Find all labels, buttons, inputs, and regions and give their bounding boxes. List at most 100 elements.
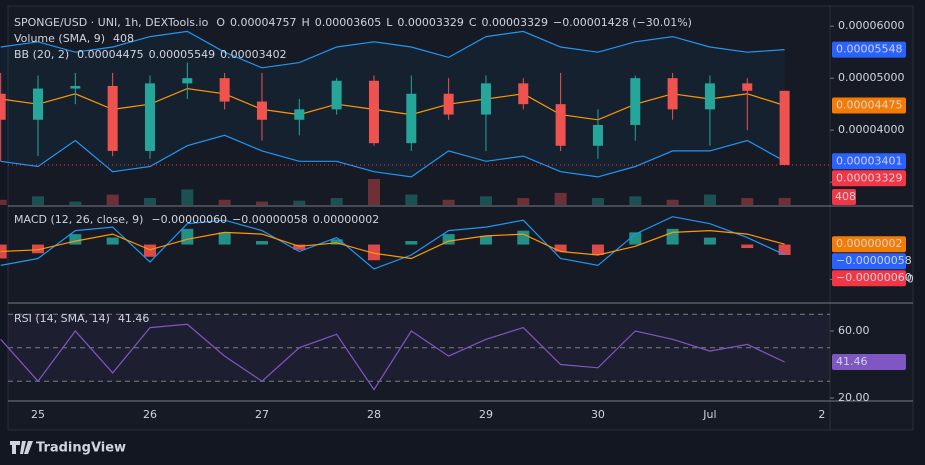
candle-body <box>742 83 753 91</box>
legend-text: −0.00000058 <box>232 213 308 226</box>
price-badge-label: 0.00003401 <box>836 154 902 167</box>
histogram-bar <box>367 244 380 261</box>
y-tick-label: 0.00005000 <box>838 71 904 84</box>
price-badge-label: 0.00000002 <box>836 237 902 250</box>
y-tick-label: 60.00 <box>838 324 870 337</box>
volume-bar <box>181 189 194 205</box>
candle-body <box>704 83 715 110</box>
histogram-bar <box>703 237 716 245</box>
legend-text: L <box>386 16 393 29</box>
bb-line <box>0 30 785 69</box>
histogram-bar <box>69 234 82 245</box>
legend-text: 0.00000002 <box>313 213 379 226</box>
legend-text: 41.46 <box>118 312 150 325</box>
legend-text: O <box>216 16 225 29</box>
candle-body <box>144 83 155 151</box>
volume-bar <box>591 198 604 205</box>
volume-bar <box>517 198 530 205</box>
histogram-bar <box>741 244 754 249</box>
legend-text: 0.00005549 <box>149 48 215 61</box>
histogram-bar <box>629 232 642 245</box>
price-badge <box>832 236 906 253</box>
volume-bar <box>0 199 7 205</box>
candle-body <box>555 104 566 146</box>
candle-body <box>219 78 230 102</box>
histogram-bar <box>517 230 530 245</box>
tradingview-logo <box>10 441 33 454</box>
candle-body <box>406 93 417 144</box>
histogram-bar <box>143 244 156 257</box>
price-badge-label: 41.46 <box>836 355 868 368</box>
rsi-line <box>0 323 785 391</box>
candle-body <box>331 80 342 110</box>
bb-line <box>0 134 785 178</box>
chart-frame <box>7 5 914 431</box>
candle-body <box>480 83 491 115</box>
x-tick-label: Jul <box>702 408 716 421</box>
histogram-bar <box>591 244 604 255</box>
legend-text: 0.00003605 <box>315 16 381 29</box>
volume-bar <box>330 198 343 205</box>
legend-text: 0.00003402 <box>220 48 286 61</box>
volume-bar <box>778 197 791 205</box>
price-badge-label: 0.00003329 <box>836 171 902 184</box>
volume-bar <box>143 198 156 205</box>
histogram-bar <box>255 241 268 245</box>
legend-text: Volume (SMA, 9) <box>14 32 105 45</box>
candle-body <box>592 124 603 146</box>
candle-body <box>368 80 379 144</box>
candle-body <box>107 85 118 151</box>
volume-bar <box>367 179 380 205</box>
legend-text: 0.00004475 <box>77 48 143 61</box>
legend-text: −0.00001428 (−30.01%) <box>553 16 692 29</box>
candle-body <box>518 83 529 105</box>
price-badge <box>832 170 906 187</box>
candle-body <box>779 90 790 166</box>
legend-text: 0.00004757 <box>230 16 296 29</box>
histogram-bar <box>554 244 567 252</box>
y-tick-label: 20.00 <box>838 391 870 404</box>
price-badge <box>832 153 906 170</box>
legend-text: 0.00003329 <box>482 16 548 29</box>
x-tick-label: 25 <box>31 408 45 421</box>
volume-bar <box>741 198 754 205</box>
volume-bar <box>442 199 455 205</box>
volume-bar <box>255 201 268 205</box>
histogram-bar <box>442 234 455 245</box>
x-tick-label: 29 <box>479 408 493 421</box>
brand-name: TradingView <box>36 441 126 456</box>
volume-badge-label: 408 <box>835 190 856 203</box>
volume-bar <box>293 200 306 205</box>
volume-bar <box>629 196 642 205</box>
macd-line <box>0 216 785 270</box>
candle-body <box>630 78 641 125</box>
histogram-bar <box>181 228 194 245</box>
x-tick-label: 28 <box>367 408 381 421</box>
legend-text: 0.00003329 <box>397 16 463 29</box>
candle-body <box>443 93 454 115</box>
candle-body <box>256 101 267 120</box>
price-badge-label: 0.00005548 <box>836 43 902 56</box>
signal-line <box>0 229 785 260</box>
legend-text: SPONGE/USD · UNI, 1h, DEXTools.io <box>14 16 209 29</box>
volume-bar <box>106 194 119 205</box>
legend-text: BB (20, 2) <box>14 48 69 61</box>
histogram-bar <box>32 244 44 254</box>
histogram-bar <box>330 239 343 245</box>
x-tick-label: 30 <box>591 408 605 421</box>
candle-body <box>33 88 43 120</box>
candle-body <box>667 78 678 110</box>
legend-text: RSI (14, SMA, 14) <box>14 312 110 325</box>
histogram-bar <box>778 244 791 255</box>
candle-body <box>0 93 6 120</box>
price-badge <box>832 41 906 58</box>
volume-bar <box>69 201 82 205</box>
y-tick-label: 0.00006000 <box>838 19 904 32</box>
histogram-bar <box>293 244 306 250</box>
legend-text: C <box>469 16 477 29</box>
volume-bar <box>479 196 492 205</box>
legend-text: H <box>301 16 309 29</box>
price-badge <box>832 97 906 114</box>
histogram-bar <box>405 241 418 245</box>
